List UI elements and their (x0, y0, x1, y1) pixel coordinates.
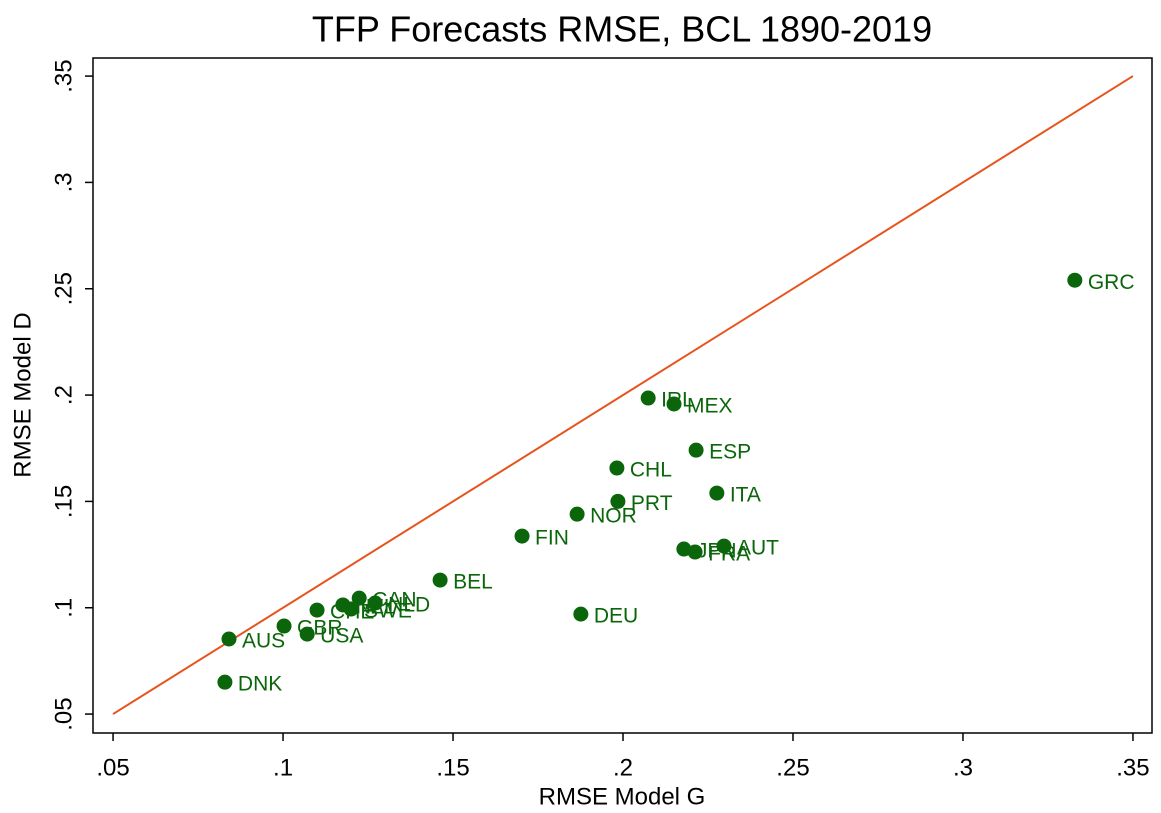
point-label: DEU (594, 605, 638, 628)
point-label: ITA (730, 484, 761, 507)
data-point (569, 506, 585, 522)
x-tick-label: .2 (613, 754, 633, 781)
point-label: CHL (630, 459, 672, 482)
point-label: NLD (388, 594, 430, 617)
point-label: FIN (535, 527, 569, 550)
data-point (1067, 272, 1083, 288)
chart-title: TFP Forecasts RMSE, BCL 1890-2019 (312, 9, 932, 50)
data-point (609, 460, 625, 476)
point-label: BEL (453, 571, 493, 594)
y-tick-label: .2 (50, 385, 77, 405)
data-point (573, 606, 589, 622)
data-point (716, 538, 732, 554)
data-point (299, 626, 315, 642)
y-axis-label: RMSE Model D (9, 312, 36, 477)
x-tick-label: .15 (436, 754, 469, 781)
data-point (343, 601, 359, 617)
data-point (688, 442, 704, 458)
point-label: MEX (687, 395, 733, 418)
data-point (432, 572, 448, 588)
point-label: ESP (709, 441, 751, 464)
data-point (367, 595, 383, 611)
y-tick-label: .1 (50, 598, 77, 618)
data-point (221, 631, 237, 647)
data-point (276, 618, 292, 634)
y-tick-label: .35 (50, 59, 77, 92)
data-point (640, 390, 656, 406)
x-tick-label: .05 (96, 754, 129, 781)
y-tick-label: .05 (50, 697, 77, 730)
y-tick-label: .25 (50, 272, 77, 305)
point-label: DNK (238, 673, 282, 696)
x-axis-label: RMSE Model G (539, 783, 706, 810)
point-label: AUT (737, 537, 779, 560)
data-point (666, 396, 682, 412)
point-label: PRT (631, 492, 673, 515)
point-label: USA (320, 625, 363, 648)
x-tick-label: .35 (1116, 754, 1149, 781)
x-tick-label: .3 (953, 754, 973, 781)
data-point (309, 602, 325, 618)
point-label: GRC (1088, 271, 1135, 294)
data-point (687, 544, 703, 560)
point-label: NOR (590, 505, 637, 528)
x-tick-label: .25 (776, 754, 809, 781)
point-label: CAN (372, 589, 416, 612)
data-point (217, 674, 233, 690)
y-tick-label: .15 (50, 485, 77, 518)
x-tick-label: .1 (273, 754, 293, 781)
point-label: AUS (242, 630, 285, 653)
data-point (676, 541, 692, 557)
y-tick-label: .3 (50, 172, 77, 192)
data-point (709, 485, 725, 501)
data-point (514, 528, 530, 544)
data-point (610, 493, 626, 509)
reference-line (112, 75, 1134, 715)
data-point (351, 590, 367, 606)
